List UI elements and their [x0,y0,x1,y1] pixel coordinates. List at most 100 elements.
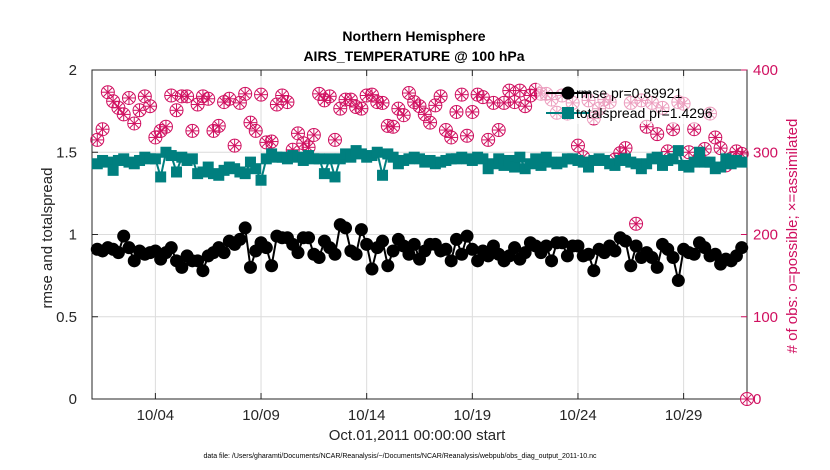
rmse-point [571,239,585,253]
totalspread-point [704,156,716,168]
rmse-point [339,221,353,235]
rmse-point [376,234,390,248]
totalspread-point [250,163,262,175]
totalspread-point [155,171,167,183]
totalspread-point [345,151,357,163]
rmse-point [217,246,231,260]
rmse-point [471,254,485,268]
rmse-point [508,241,522,255]
totalspread-point [171,166,183,178]
totalspread-point [651,151,663,163]
rmse-point [671,274,685,288]
rmse-point [191,254,205,268]
rmse-point [302,231,316,245]
rmse-point [444,254,458,268]
legend: rmse pr=0.89921 totalspread pr=1.4296 [537,78,743,124]
totalspread-point [667,153,679,165]
totalspread-point [324,153,336,165]
totalspread-point [535,159,547,171]
rmse-point [465,242,479,256]
rmse-point [328,247,342,261]
rmse-point [259,241,273,255]
totalspread-point [313,153,325,165]
totalspread-point [165,150,177,162]
x-tick-label: 10/29 [665,407,703,424]
rmse-point [312,251,326,265]
y-right-tick-label: 300 [753,144,778,161]
rmse-series [90,218,749,288]
x-axis: 10/04 10/09 10/14 10/19 10/24 10/29 [137,70,703,424]
y-left-tick-label: 1 [69,227,77,244]
y-axis-left: 0 0.5 1 1.5 2 [56,62,98,408]
rmse-point [481,249,495,263]
y-right-tick-label: 400 [753,62,778,79]
rmse-point [349,247,363,261]
rmse-point [666,251,680,265]
totalspread-point [583,161,595,173]
rmse-point [233,232,247,246]
totalspread-point [477,153,489,165]
rmse-point [122,241,136,255]
rmse-point [545,254,559,268]
rmse-point [439,242,453,256]
y-axis-left-label: rmse and totalspread [39,168,56,309]
rmse-point [381,259,395,273]
rmse-point [175,260,189,274]
totalspread-point [202,161,214,173]
totalspread-point [736,156,748,168]
rmse-point [407,237,421,251]
rmse-point [291,246,305,260]
rmse-point [539,239,553,253]
x-tick-label: 10/09 [242,407,280,424]
totalspread-point [102,156,114,168]
rmse-point [582,247,596,261]
chart-title-line2: AIRS_TEMPERATURE @ 100 hPa [303,48,524,64]
totalspread-point [318,168,330,180]
rmse-point [555,236,569,250]
rmse-point [449,232,463,246]
rmse-point [608,244,622,258]
rmse-point [619,234,633,248]
totalspread-point [503,154,515,166]
legend-rmse-label: rmse pr=0.89921 [576,85,682,101]
totalspread-point [509,161,521,173]
rmse-point [560,249,574,263]
rmse-point [460,229,474,243]
y-right-tick-label: 200 [753,227,778,244]
y-left-tick-label: 0.5 [56,309,77,326]
rmse-point [365,262,379,276]
rmse-point [624,259,638,273]
rmse-point [687,247,701,261]
rmse-point [360,237,374,251]
x-tick-label: 10/19 [454,407,492,424]
totalspread-point [255,174,267,186]
rmse-point [650,260,664,274]
rmse-point [645,251,659,265]
rmse-point [164,241,178,255]
totalspread-point [186,153,198,165]
rmse-point [127,254,141,268]
totalspread-point [149,153,161,165]
rmse-point [518,246,532,260]
chart-title-line1: Northern Hemisphere [342,28,485,44]
totalspread-point [371,146,383,158]
rmse-point [238,221,252,235]
totalspread-point [530,153,542,165]
totalspread-series [91,145,748,186]
totalspread-point [672,145,684,157]
x-tick-label: 10/14 [348,407,386,424]
totalspread-point [693,146,705,158]
totalspread-point [377,169,389,181]
y-axis-right-label: # of obs: o=possible; ×=assimilated [784,119,801,354]
rmse-point [117,229,131,243]
rmse-point [629,239,643,253]
totalspread-point [329,171,341,183]
rmse-point [735,241,749,255]
rmse-point [402,247,416,261]
totalspread-point [493,153,505,165]
x-tick-label: 10/04 [137,407,175,424]
rmse-point [354,223,368,237]
y-left-tick-label: 1.5 [56,144,77,161]
y-left-tick-label: 2 [69,62,77,79]
